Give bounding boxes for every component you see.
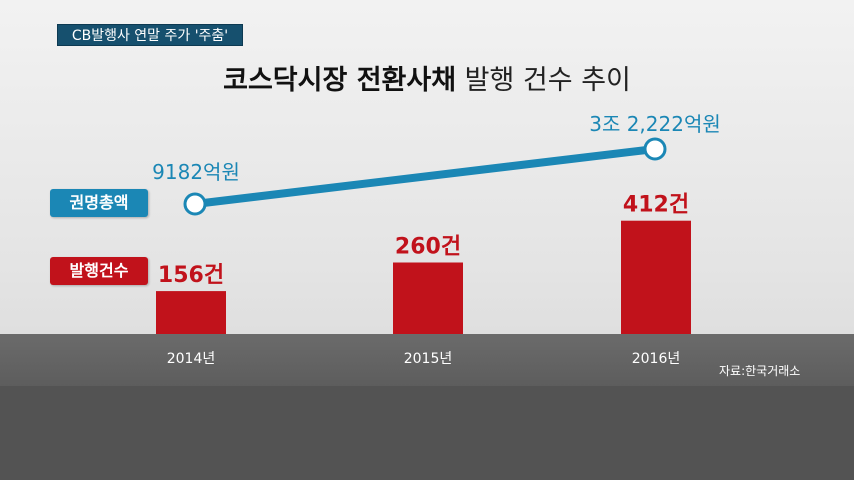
line-point-label: 9182억원	[152, 160, 240, 184]
bar-2015년	[393, 262, 463, 334]
page-title: 코스닥시장 전환사채 발행 건수 추이	[0, 58, 854, 97]
line-point-label: 3조 2,222억원	[589, 112, 721, 136]
line-point	[643, 137, 667, 161]
bar-labels: 156건 260건 412건	[158, 193, 689, 288]
base-band-strip	[0, 334, 854, 386]
header-tag: CB발행사 연말 주가 '주춤'	[57, 24, 243, 46]
bar-2016년	[621, 220, 691, 334]
source-note: 자료:한국거래소	[719, 364, 801, 378]
x-tick-labels: 2014년 2015년 2016년	[167, 351, 681, 367]
x-tick-label: 2014년	[167, 351, 216, 367]
bar-series	[156, 220, 691, 334]
legend-count: 발행건수	[50, 257, 148, 285]
bar-label: 260건	[395, 235, 461, 260]
line-series: 9182억원 3조 2,222억원	[152, 112, 721, 216]
bar-label: 156건	[158, 263, 224, 288]
x-tick-label: 2015년	[404, 351, 453, 367]
title-light: 발행 건수 추이	[464, 65, 631, 96]
line-path	[191, 145, 659, 208]
title-bold: 코스닥시장 전환사채	[223, 65, 457, 96]
bar-label: 412건	[623, 193, 689, 218]
bar-2014년	[156, 291, 226, 334]
x-tick-label: 2016년	[632, 351, 681, 367]
line-point	[183, 192, 207, 216]
legend-amount: 권명총액	[50, 189, 148, 217]
